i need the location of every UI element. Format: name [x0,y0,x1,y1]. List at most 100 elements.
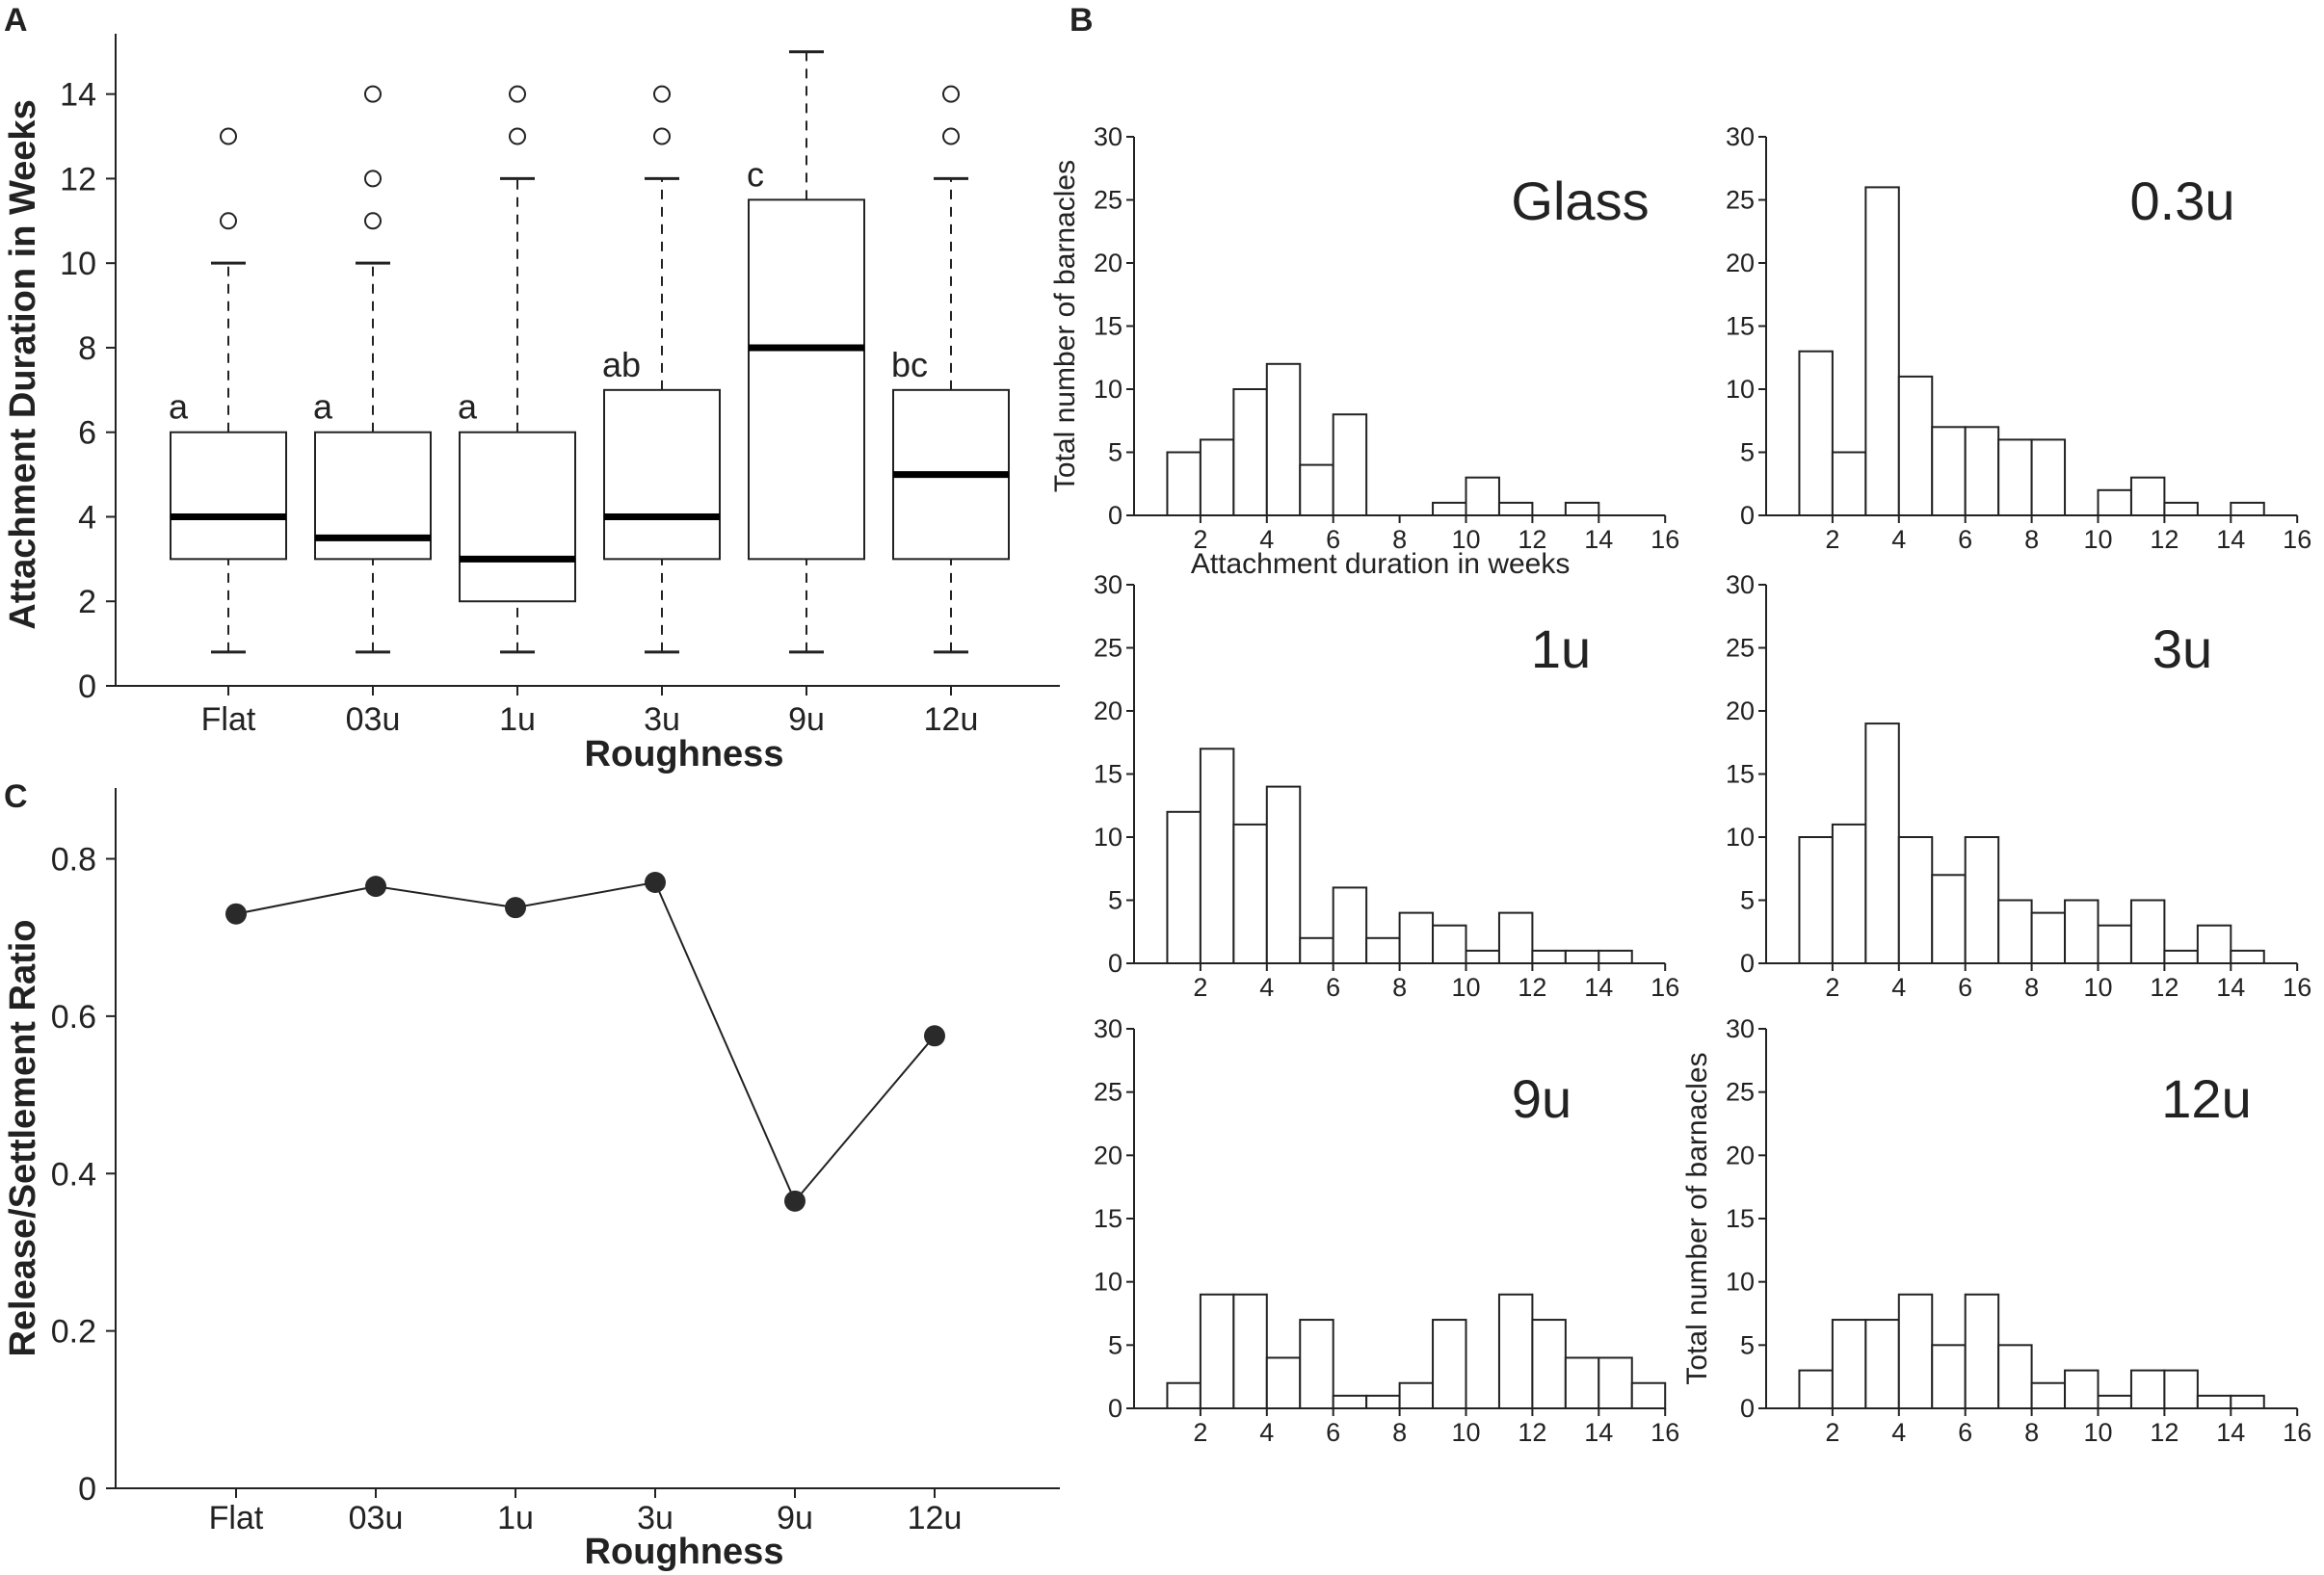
hist-bar [1465,476,1500,517]
hist-bar [1931,426,1967,516]
hist-y-tick-label: 30 [1094,122,1122,151]
hist-bar [2030,438,2067,516]
x-axis-title: Roughness [585,734,784,774]
y-tick-label: 8 [78,330,96,367]
panel-c-line-chart: 0 0.2 0.4 0.6 0.8 Flat 03u 1u 3u 9u 12u Roughness Re… [3,788,1060,1572]
hist-bar [1299,1319,1334,1409]
hist-x-tick-label: 8 [1392,973,1407,1002]
hist-x-tick-label: 12 [2150,973,2179,1002]
hist-x-tick-label: 10 [1451,973,1480,1002]
y-axis-title: Attachment Duration in Weeks [3,99,43,629]
y-tick-label: 0.6 [51,999,96,1036]
hist-bar [1497,501,1534,517]
hist-bar [2129,476,2166,517]
outlier-point [364,212,382,230]
hist-bar [1864,186,1900,516]
hist-bar [1398,1381,1435,1409]
hist-y-tick-label: 30 [1726,570,1755,599]
hist-bar [2097,924,2132,965]
hist-x-tick-label: 8 [2024,525,2039,554]
y-tick-label: 6 [78,415,96,452]
outlier-point [364,170,382,188]
hist-bar [1864,1319,1900,1409]
hist-x-tick-label: 16 [2283,973,2311,1002]
hist-bar [1831,823,1867,965]
hist-x-tick-label: 12 [1518,525,1546,554]
hist-y-tick-label: 30 [1726,1014,1755,1043]
hist-x-tick-label: 12 [1518,1418,1546,1447]
x-tick-label: 3u [644,701,680,738]
hist-x-tick-label: 6 [1326,525,1340,554]
hist-bar [2030,1381,2067,1409]
ratio-series-line [235,880,936,1203]
hist-bar [2097,488,2132,516]
hist-y-tick-label: 5 [1740,886,1755,915]
hist-bar [1332,886,1368,965]
significance-letter: a [169,387,189,427]
hist-bar [1997,1344,2033,1410]
hist-bar [1931,874,1967,964]
hist-y-tick-label: 0 [1108,501,1122,530]
hist-x-tick-label: 4 [1891,1418,1906,1447]
hist-bar [2230,949,2265,965]
hist-y-tick-label: 15 [1094,1204,1122,1233]
hist-bar [1432,1319,1467,1409]
box-iqr [170,431,287,561]
hist-bar [1166,810,1202,964]
hist-y-tick-label: 20 [1726,1141,1755,1169]
hist-x-tick-label: 16 [2283,525,2311,554]
hist-x-tick-label: 10 [2083,973,2112,1002]
hist-bar [1199,1293,1235,1410]
hist-bar [1432,501,1467,517]
outlier-point [653,127,671,145]
box-iqr [459,431,576,603]
hist-y-tick-label: 10 [1726,823,1755,852]
hist-x-tick-label: 10 [2083,525,2112,554]
hist-bar [1432,924,1467,965]
hist-x-tick-label: 2 [1193,525,1207,554]
hist-bar [1964,1293,2000,1410]
hist-y-tick-label: 5 [1108,1330,1122,1359]
hist-bar [1332,1394,1368,1410]
hist-bar [1864,722,1900,964]
ratio-point [924,1025,945,1047]
hist-x-tick-label: 10 [1451,525,1480,554]
hist-y-tick-label: 10 [1094,375,1122,404]
hist-bar [1265,1356,1302,1410]
outlier-point [220,212,237,230]
hist-bar [1365,936,1401,964]
hist-x-tick-label: 8 [1392,525,1407,554]
hist-y-tick-label: 0 [1740,949,1755,978]
hist-x-tick-label: 16 [1651,1418,1679,1447]
panel-a-boxplot: 0 2 4 6 8 10 12 14 Flat 03u 1u 3u 9u 12u a a a ab c bc Rough… [3,34,1060,774]
hist-bar [1897,375,1934,516]
hist-bar [1299,936,1334,964]
hist-y-tick-label: 15 [1726,1204,1755,1233]
hist-y-tick-label: 15 [1094,760,1122,789]
ratio-point [505,897,526,919]
hist-x-tick-label: 2 [1193,973,1207,1002]
hist-x-tick-label: 12 [2150,525,2179,554]
hist-bar [1497,1293,1534,1410]
y-tick-label: 0 [78,1471,96,1508]
outlier-point [509,85,526,103]
y-axis-title: Release/Settlement Ratio [3,919,43,1356]
x-tick-label: 1u [497,1500,534,1536]
outlier-point [364,85,382,103]
hist-x-tick-label: 16 [1651,973,1679,1002]
hist-bar [2230,501,2265,517]
histogram-1u: 0 5 10 15 20 25 30 2 4 6 8 10 12 14 16 1u [1094,570,1679,1002]
hist-bar [1332,413,1368,517]
hist-y-tick-label: 5 [1740,1330,1755,1359]
hist-x-tick-label: 14 [2216,525,2245,554]
hist-title: Glass [1511,171,1649,231]
hist-bar [1199,748,1235,964]
hist-x-tick-label: 2 [1825,973,1839,1002]
significance-letter: a [458,387,478,427]
hist-bar [1265,362,1302,516]
hist-x-tick-label: 10 [2083,1418,2112,1447]
histogram-9u: 0 5 10 15 20 25 30 2 4 6 8 10 12 14 16 9u [1094,1014,1679,1447]
hist-y-tick-label: 5 [1108,886,1122,915]
